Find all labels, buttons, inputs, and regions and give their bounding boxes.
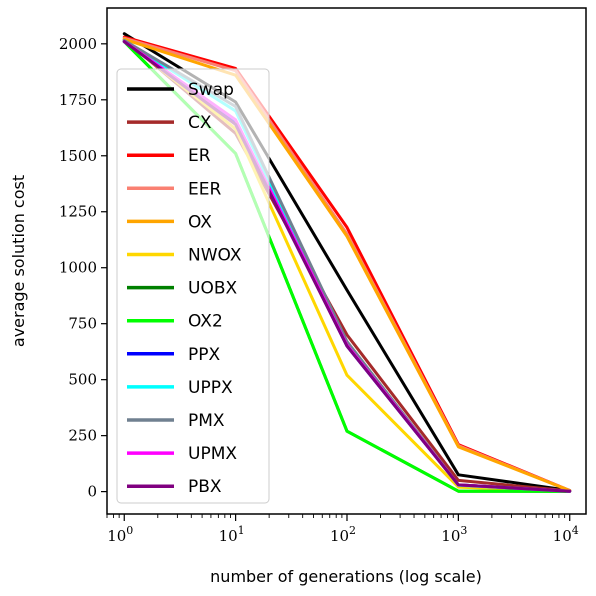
- x-tick-label: 101: [219, 524, 245, 545]
- legend-label: Swap: [188, 80, 234, 100]
- x-tick-label: 102: [330, 524, 356, 545]
- y-tick-label: 1000: [59, 259, 97, 277]
- legend: Swap CX ER EER OX NWOX UOBX OX2 PPX UPPX PMX UPMX PB…: [116, 68, 270, 504]
- legend-label: OX: [188, 212, 212, 232]
- legend-box: [116, 68, 270, 504]
- legend-label: PMX: [188, 411, 225, 431]
- legend-label: CX: [188, 113, 212, 133]
- y-tick-label: 250: [68, 427, 97, 445]
- ticks-layer: 0 250 500 750 1000 1250 1500 1750 2000 100 101 102 1…: [59, 35, 579, 545]
- x-axis-label: number of generations (log scale): [210, 567, 482, 586]
- legend-label: ER: [188, 146, 211, 166]
- y-tick-label: 2000: [59, 35, 97, 53]
- y-tick-label: 1250: [59, 203, 97, 221]
- y-tick-label: 1500: [59, 147, 97, 165]
- y-tick-label: 750: [68, 315, 97, 333]
- legend-label: PPX: [188, 345, 221, 365]
- legend-label: UOBX: [188, 279, 237, 299]
- y-tick-label: 1750: [59, 91, 97, 109]
- x-tick-label: 104: [553, 524, 579, 545]
- y-tick-label: 500: [68, 371, 97, 389]
- legend-label: EER: [188, 179, 221, 199]
- y-axis-label: average solution cost: [9, 175, 28, 347]
- legend-label: UPMX: [188, 444, 237, 464]
- series-line-ox: [122, 37, 572, 492]
- y-tick-label: 0: [87, 483, 97, 501]
- x-tick-label: 103: [441, 524, 467, 545]
- legend-label: UPPX: [188, 378, 233, 398]
- x-tick-label: 100: [107, 524, 133, 545]
- legend-label: NWOX: [188, 246, 242, 266]
- legend-label: PBX: [188, 477, 222, 497]
- legend-label: OX2: [188, 312, 223, 332]
